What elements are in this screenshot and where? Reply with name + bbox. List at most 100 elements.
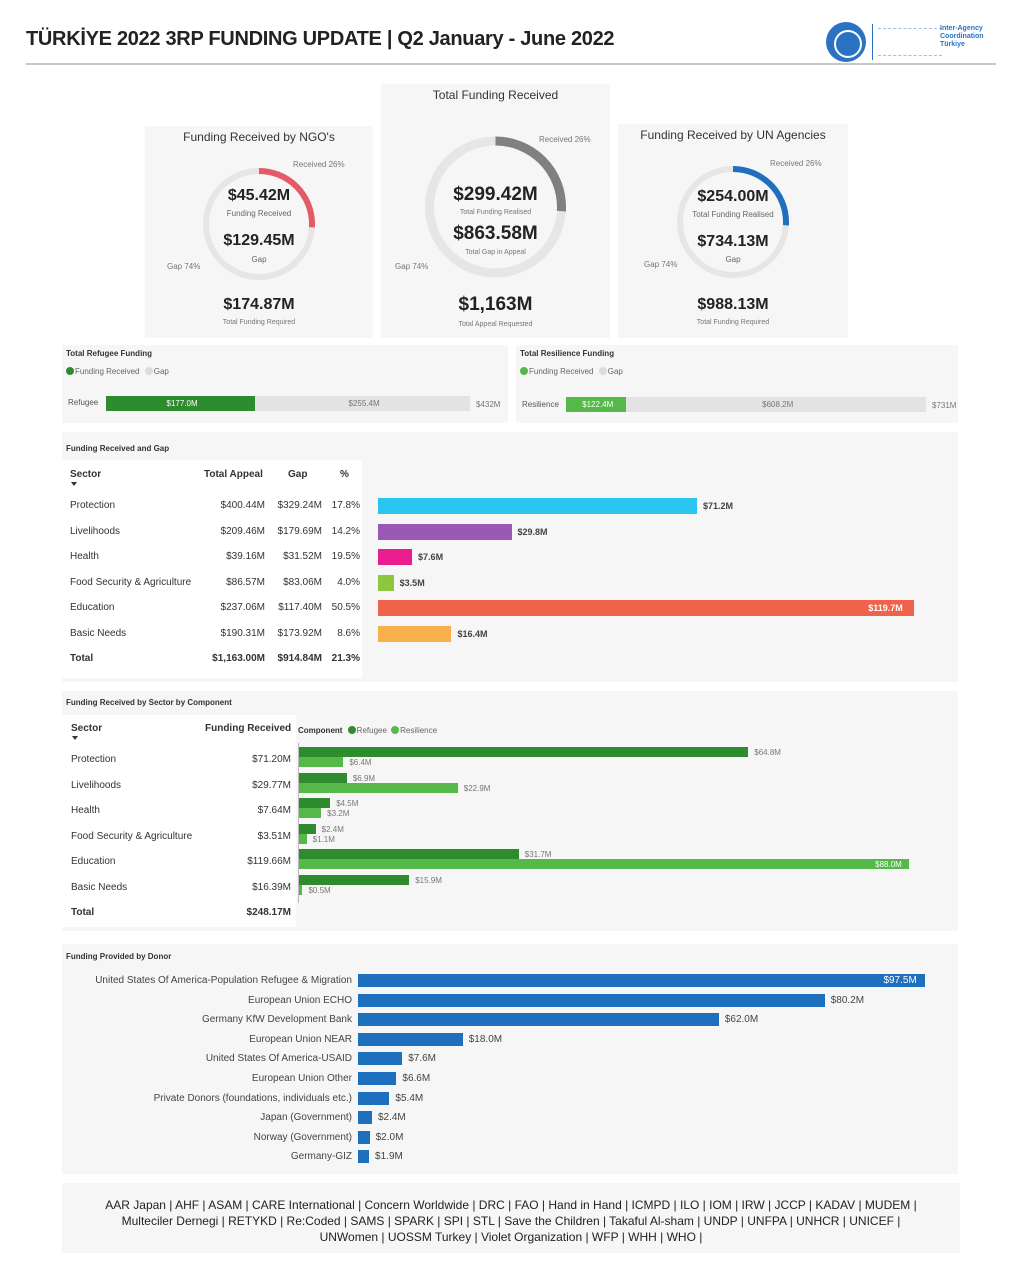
gap-row-appeal: $39.16M [226,551,265,562]
donor-card-title: Funding Provided by Donor [66,952,172,961]
component-received-header: Funding Received [205,723,292,734]
refugee-gap-bar [255,396,470,411]
component-bar-label: $1.1M [312,834,335,844]
component-bar-label: $6.4M [349,758,372,767]
refugee-legend: Funding Received Gap [66,367,169,376]
component-bar-refugee [299,772,347,783]
un-received-label: Total Funding Realised [692,210,774,219]
component-bar-refugee [299,874,410,885]
un-received-value: $254.00M [697,188,769,205]
ngo-gap-value: $129.45M [223,232,295,249]
donor-bar-label: $2.4M [377,1112,406,1124]
component-total-received: $248.17M [246,907,291,918]
gap-chart-bar [378,625,452,642]
total-received-value: $299.42M [453,184,538,205]
resilience-card-title: Total Resilience Funding [520,349,615,358]
gap-appeal-header: Total Appeal [204,469,263,480]
ngo-received-value: $45.42M [227,187,291,204]
donor-name: United States Of America-USAID [205,1053,352,1065]
donor-bar [358,1111,372,1125]
gap-table-panel [62,460,362,678]
component-bar-label: $22.9M [463,783,491,793]
resilience-gap-label: $608.2M [762,400,794,409]
ngo-donut-received-arc [203,168,315,280]
refugee-received-bar [106,396,255,411]
ngo-funding-card: Funding Received by NGO's Received 26% G… [145,126,373,338]
gap-row-sector: Basic Needs [70,627,127,639]
component-row-received: $71.20M [252,754,291,765]
component-bar-label: $3.2M [327,809,350,818]
component-bar-refugee [299,823,316,834]
gap-row-appeal: $86.57M [226,576,265,588]
gap-row-gap: $117.40M [278,602,322,613]
component-bar-resilience [299,757,344,767]
total-gap-value: $863.58M [453,223,538,244]
refugee-stacked-bar: $177.0M $255.4M [106,396,470,411]
total-gap-pct: Gap 74% [395,262,429,271]
total-required-value: $1,163M [458,294,533,315]
gap-sector-header: Sector [70,469,102,480]
donor-bar [358,1130,370,1144]
gap-chart-bar-label: $71.2M [702,501,733,511]
partners-list: AAR Japan | AHF | ASAM | CARE Internatio… [105,1198,917,1244]
donor-bar-label: $1.9M [375,1151,403,1163]
donor-bar-label: $2.0M [375,1131,404,1143]
donor-bar [358,1032,463,1046]
total-donut-chart [425,136,566,278]
component-bar-resilience [299,884,303,895]
donor-bar-chart: United States Of America-Population Refu… [62,973,958,1169]
resilience-stacked-bar: $122.4M $608.2M [566,397,926,412]
un-gap-value: $734.13M [697,233,769,250]
gap-row-pct: 8.6% [337,627,360,639]
refugee-funding-card: Total Refugee Funding Funding Received G… [62,345,508,423]
component-bar-refugee [299,747,749,757]
component-bar-label: $4.5M [336,799,359,808]
gap-row-gap: $83.06M [283,576,322,588]
un-funding-card: Funding Received by UN Agencies Received… [618,124,848,338]
component-row-received: $29.77M [252,779,291,791]
gap-total-pct: 21.3% [331,653,360,664]
component-bar-label: $15.9M [415,875,442,885]
donor-bar [358,1091,390,1105]
gap-chart-bar-label: $3.5M [399,577,425,588]
gap-row-pct: 4.0% [337,576,360,588]
ngo-required-value: $174.87M [223,296,295,313]
un-donut-received-arc [677,166,789,278]
donor-bar-label: $5.4M [395,1092,424,1104]
component-bar-label: $88.0M [875,860,902,869]
gap-pct-header: % [340,469,349,480]
component-row-received: $7.64M [257,805,291,816]
donor-bar [358,974,926,987]
donor-name: Norway (Government) [253,1131,352,1143]
component-row-received: $3.51M [257,830,291,842]
page-title: TÜRKİYE 2022 3RP FUNDING UPDATE | Q2 Jan… [26,28,615,50]
ngo-card-title: Funding Received by NGO's [183,130,335,144]
total-funding-card: Total Funding Received Received 26% Gap … [381,84,610,338]
component-row-sector: Health [71,805,100,816]
gap-row-gap: $31.52M [283,551,322,562]
component-bar-label: $6.9M [352,773,376,783]
resilience-received-label: $122.4M [582,400,614,409]
gap-row-sector: Food Security & Agriculture [70,576,192,588]
gap-chart-bar-label: $7.6M [418,552,444,562]
gap-row-appeal: $237.06M [220,602,265,613]
partners-footer: AAR Japan | AHF | ASAM | CARE Internatio… [62,1183,960,1253]
donor-bar-label: $97.5M [883,975,917,986]
ngo-gap-pct: Gap 74% [167,262,201,271]
resilience-funding-card: Total Resilience Funding Funding Receive… [516,345,958,423]
gap-chart-bar-label: $29.8M [517,526,548,537]
component-bar-resilience [299,808,322,818]
donor-name: Private Donors (foundations, individuals… [153,1092,352,1104]
gap-row-pct: 17.8% [331,500,360,511]
component-total-label: Total [71,907,95,918]
donor-funding-card: Funding Provided by Donor United States … [62,944,958,1174]
gap-chart-bar [378,498,697,514]
refugee-received-label: $177.0M [166,399,198,408]
donor-name: Japan (Government) [260,1112,352,1124]
gap-row-sector: Livelihoods [70,525,121,537]
component-bar-label: $0.5M [308,885,331,895]
un-gap-label: Gap [725,255,741,264]
component-row-sector: Education [71,856,116,867]
component-bar-label: $2.4M [321,824,344,834]
resilience-gap-bar [626,397,926,412]
